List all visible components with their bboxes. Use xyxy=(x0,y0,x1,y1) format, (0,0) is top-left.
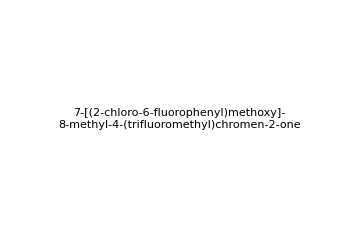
Text: 7-[(2-chloro-6-fluorophenyl)methoxy]-
8-methyl-4-(trifluoromethyl)chromen-2-one: 7-[(2-chloro-6-fluorophenyl)methoxy]- 8-… xyxy=(58,108,301,130)
